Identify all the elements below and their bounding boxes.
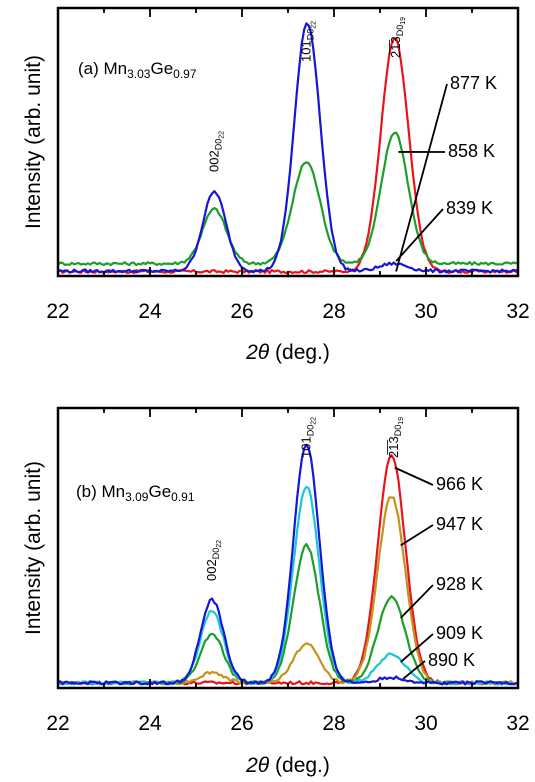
panel-a-element-2: Ge [150,59,173,78]
panel-b-x-tick-label: 30 [414,712,437,735]
panel-b-x-tick-label: 26 [230,712,253,735]
panel-a-x-axis-unit: (deg.) [269,341,330,364]
panel-b-x-tick-labels: 22 24 26 28 30 32 [46,712,529,735]
panel-a-peak-phase: D0 [213,139,223,151]
panel-a-y-axis-label: Intensity (arb. unit) [22,55,45,229]
panel-b-leader-line [400,524,434,547]
panel-b-peak-index: 002 [204,559,219,581]
panel-a-peak-phase: D0 [305,29,315,41]
panel-b-temperature-label: 966 K [436,474,483,494]
panel-a-x-tick-label: 30 [414,300,437,323]
panel-a-series-839-k [57,22,519,274]
panel-b-temperature-labels: 966 K 947 K 928 K 909 K 890 K [394,466,483,680]
panel-a-x-tick-label: 26 [230,300,253,323]
panel-a-x-axis-symbol: 2θ [245,341,270,364]
panel-b-element-1: Mn [102,482,126,501]
panel-b-element-2: Ge [148,482,171,501]
panel-a-sample-label: (a) Mn3.03Ge0.97 [78,59,197,81]
panel-b-peak-phase: D0 [305,425,315,437]
panel-b-axes-frame [56,406,520,690]
panel-a-subscript-1: 3.03 [127,67,151,81]
panel-b-leader-line [402,660,426,680]
panel-a-peak-label: 002D022 [206,131,225,172]
panel-a-element-1: Mn [104,59,128,78]
panel-b-peak-phase-number: 22 [310,417,317,425]
panel-a-peak-phase-number: 22 [310,21,317,29]
panel-a-peak-phase-number: 19 [400,17,407,25]
panel-b-peak-label: 002D022 [204,540,223,581]
panel-b-peak-phase-number: 22 [216,540,223,548]
panel-b-ticks [57,408,519,688]
panel-a-x-tick-label: 32 [506,300,529,323]
panel-a-x-axis-label: 2θ (deg.) [245,341,330,364]
panel-b-temperature-label: 947 K [436,514,483,534]
panel-a-x-tick-label: 28 [322,300,345,323]
panel-b-x-tick-label: 24 [138,712,162,735]
panel-b-x-tick-label: 32 [506,712,529,735]
panel-b-x-axis-symbol: 2θ [245,754,270,777]
panel-b-sample-label: (b) Mn3.09Ge0.91 [76,482,195,504]
panel-b-peak-index: 2̅1̅3 [386,436,401,458]
panel-a-label-letter: (a) [78,59,104,78]
panel-a-peak-index: 2̅1̅3 [388,36,403,58]
panel-a-peak-index: 101 [298,40,313,62]
panel-b-label-letter: (b) [76,482,102,501]
panel-b-peak-label: 2̅1̅3D019 [386,417,405,458]
panel-b-x-tick-label: 22 [46,712,69,735]
panel-b-peak-phase-number: 19 [398,417,405,425]
panel-b-temperature-label: 909 K [436,623,483,643]
panel-a-leader-line [395,83,448,272]
panel-a-series-858-k [57,131,519,267]
panel-b-temperature-label: 890 K [428,650,475,670]
panel-b-y-axis-label: Intensity (arb. unit) [22,461,45,635]
panel-b-leader-line [400,633,434,663]
panel-a-x-tick-labels: 22 24 26 28 30 32 [46,300,529,323]
panel-a-leader-line [395,208,444,262]
panel-a-temperature-labels: 877 K 858 K 839 K [395,73,497,272]
panel-a-peak-index: 002 [206,150,221,172]
panel-b-leader-line [400,584,434,619]
panel-b-peak-phase: D0 [393,425,403,437]
panel-b-peak-label: 101D022 [298,417,317,458]
panel-a-temperature-label: 877 K [450,73,497,93]
panel-b-subscript-1: 3.09 [125,490,149,504]
panel-a-peak-phase: D0 [395,25,405,37]
panel-a-ticks [57,8,519,276]
panel-a-peak-phase-number: 22 [218,131,225,139]
panel-a-peak-label: 101D022 [298,21,317,62]
panel-a-subscript-2: 0.97 [173,67,197,81]
panel-b-peak-phase: D0 [211,548,221,560]
panel-b-series-890-k [57,443,519,686]
panel-b-peak-index: 101 [298,436,313,458]
panel-a-x-tick-label: 22 [46,300,69,323]
panel-a-temperature-label: 858 K [448,141,495,161]
panel-b-x-axis-label: 2θ (deg.) [245,754,330,777]
panel-a-peak-label: 2̅1̅3D019 [388,17,407,58]
panel-b-leader-line [394,466,434,486]
panel-b-subscript-2: 0.91 [171,490,195,504]
panel-b-x-tick-label: 28 [322,712,345,735]
panel-b-x-axis-unit: (deg.) [269,754,330,777]
panel-a-x-tick-label: 24 [138,300,162,323]
panel-b-temperature-label: 928 K [436,574,483,594]
panel-a-temperature-label: 839 K [446,198,493,218]
